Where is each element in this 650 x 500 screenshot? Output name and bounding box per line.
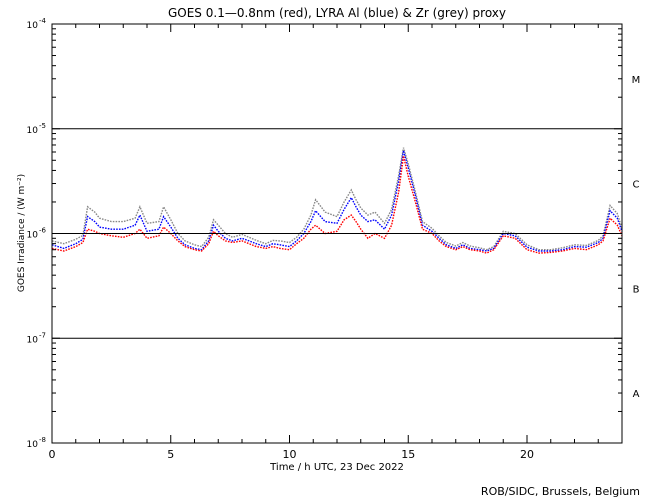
tick-layer	[51, 23, 623, 444]
y-tick-exponent: -6	[39, 227, 47, 235]
y-tick-label: 10	[27, 231, 39, 241]
y-tick-label: 10	[27, 126, 39, 136]
series-layer	[51, 147, 623, 254]
y-tick-label: 10	[27, 335, 39, 345]
x-tick-label: 15	[401, 448, 415, 461]
y-tick-exponent: -8	[39, 436, 46, 444]
x-tick-label: 20	[520, 448, 534, 461]
series-goes-0-1-0-8nm	[51, 155, 623, 254]
x-tick-label: 5	[167, 448, 174, 461]
y-tick-label: 10	[27, 21, 39, 31]
y-axis-label: GOES Irradiance / (W m⁻²)	[17, 174, 27, 292]
y-tick-exponent: -5	[39, 122, 46, 130]
flare-class-label-b: B	[633, 284, 640, 295]
credit-text: ROB/SIDC, Brussels, Belgium	[481, 485, 640, 498]
series-lyra-zr-proxy	[51, 147, 623, 251]
chart-title: GOES 0.1—0.8nm (red), LYRA Al (blue) & Z…	[168, 6, 506, 20]
flare-class-label-c: C	[633, 180, 640, 191]
flare-class-label-m: M	[632, 75, 641, 86]
y-tick-exponent: -4	[39, 17, 47, 25]
flare-class-label-a: A	[633, 389, 640, 400]
x-tick-label: 0	[49, 448, 56, 461]
x-tick-label: 10	[283, 448, 297, 461]
y-tick-label: 10	[27, 440, 39, 450]
class-threshold-lines	[52, 128, 622, 339]
series-lyra-al-proxy	[51, 150, 623, 252]
y-tick-exponent: -7	[39, 331, 46, 339]
x-axis-label: Time / h UTC, 23 Dec 2022	[269, 462, 404, 473]
